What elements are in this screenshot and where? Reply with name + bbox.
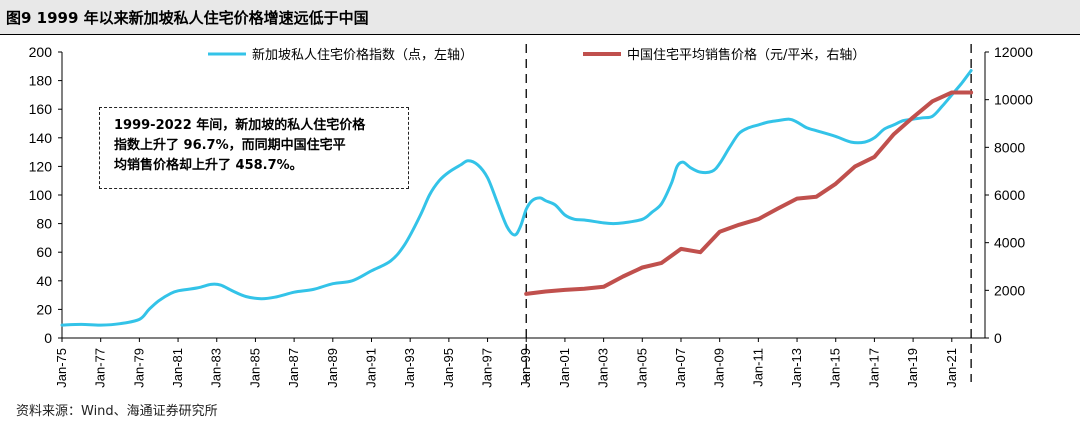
- annotation-line-3: 均销售价格却上升了 458.7%。: [114, 158, 303, 173]
- x-tick-label: Jan-91: [363, 348, 378, 388]
- y-right-tick-label: 2000: [994, 282, 1025, 298]
- y-right-tick-label: 6000: [994, 187, 1025, 203]
- annotation-line-1: 1999-2022 年间，新加坡的私人住宅价格: [114, 118, 366, 133]
- y-right-tick-label: 10000: [994, 92, 1033, 108]
- y-left-tick-label: 140: [29, 130, 53, 146]
- source-note: 资料来源：Wind、海通证券研究所: [16, 404, 218, 419]
- y-right-tick-label: 12000: [994, 44, 1033, 60]
- y-left-tick-label: 180: [29, 73, 53, 89]
- y-left-tick-label: 80: [36, 216, 52, 232]
- x-tick-label: Jan-83: [209, 348, 224, 388]
- y-left-tick-label: 60: [36, 244, 52, 260]
- annotation-line-2: 指数上升了 96.7%，而同期中国住宅平: [114, 138, 346, 153]
- x-tick-label: Jan-01: [557, 348, 572, 388]
- y-left-tick-label: 100: [29, 187, 53, 203]
- x-tick-label: Jan-03: [596, 348, 611, 388]
- x-tick-label: Jan-87: [286, 348, 301, 388]
- annotation-box: 1999-2022 年间，新加坡的私人住宅价格 指数上升了 96.7%，而同期中…: [99, 107, 409, 189]
- line-chart: 0204060801001201401601802000200040006000…: [29, 44, 1033, 388]
- legend-label: 新加坡私人住宅价格指数（点，左轴）: [252, 47, 473, 63]
- y-right-tick-label: 4000: [994, 235, 1025, 251]
- y-left-tick-label: 160: [29, 101, 53, 117]
- x-tick-label: Jan-77: [93, 348, 108, 388]
- x-tick-label: Jan-79: [131, 348, 146, 388]
- title-bar: 图9 1999 年以来新加坡私人住宅价格增速远低于中国: [0, 0, 1080, 35]
- x-tick-label: Jan-07: [673, 348, 688, 388]
- legend-label: 中国住宅平均销售价格（元/平米，右轴）: [627, 47, 865, 63]
- x-tick-label: Jan-93: [402, 348, 417, 388]
- x-tick-label: Jan-81: [170, 348, 185, 388]
- x-tick-label: Jan-19: [905, 348, 920, 388]
- series-line-china: [524, 90, 974, 296]
- x-tick-label: Jan-75: [54, 348, 69, 388]
- x-tick-label: Jan-89: [325, 348, 340, 388]
- figure-title: 图9 1999 年以来新加坡私人住宅价格增速远低于中国: [6, 9, 369, 27]
- y-left-tick-label: 200: [29, 44, 53, 60]
- x-tick-label: Jan-05: [634, 348, 649, 388]
- series-line-singapore: [60, 69, 973, 327]
- y-left-tick-label: 120: [29, 158, 53, 174]
- y-left-tick-label: 40: [36, 273, 52, 289]
- y-left-tick-label: 20: [36, 301, 52, 317]
- x-tick-label: Jan-17: [866, 348, 881, 388]
- x-tick-label: Jan-85: [247, 348, 262, 388]
- x-tick-label: Jan-97: [480, 348, 495, 388]
- x-tick-label: Jan-13: [789, 348, 804, 388]
- x-tick-label: Jan-21: [944, 348, 959, 388]
- y-left-tick-label: 0: [44, 330, 52, 346]
- y-right-tick-label: 0: [994, 330, 1002, 346]
- x-tick-label: Jan-11: [750, 348, 765, 387]
- x-tick-label: Jan-09: [712, 348, 727, 388]
- y-right-tick-label: 8000: [994, 139, 1025, 155]
- x-tick-label: Jan-95: [441, 348, 456, 388]
- x-tick-label: Jan-15: [828, 348, 843, 388]
